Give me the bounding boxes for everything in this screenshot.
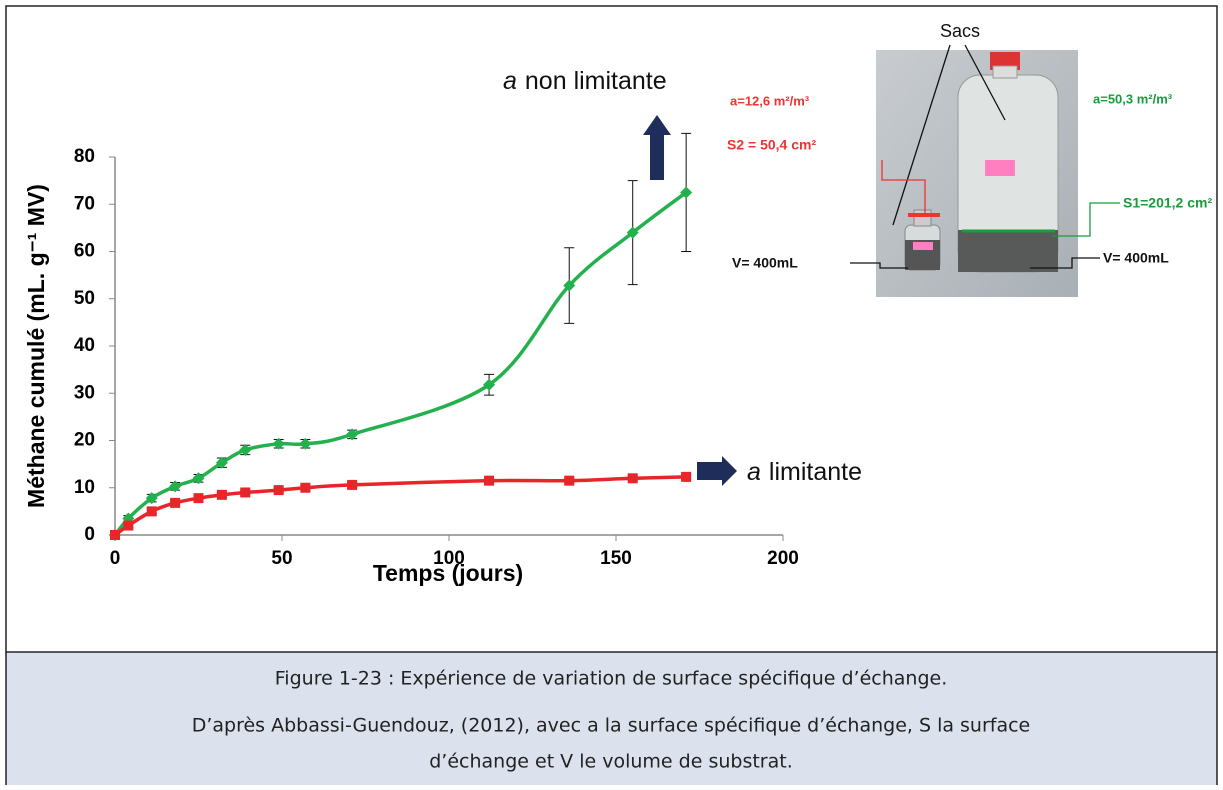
marker xyxy=(239,443,252,456)
annotation-text: limitante xyxy=(769,458,862,486)
marker xyxy=(216,489,227,500)
marker xyxy=(483,378,496,391)
y-tick-label: 30 xyxy=(74,382,95,403)
y-tick-label: 20 xyxy=(74,430,95,451)
inset-label: a=12,6 m²/m³ xyxy=(730,93,810,108)
y-tick-label: 10 xyxy=(74,477,95,498)
marker xyxy=(564,475,575,486)
inset-label: V= 400mL xyxy=(1103,250,1169,266)
y-axis-title: Méthane cumulé (mL. g⁻¹ MV) xyxy=(23,184,49,508)
caption-title: Figure 1-23 : Expérience de variation de… xyxy=(275,668,947,690)
marker xyxy=(110,530,120,540)
marker xyxy=(215,456,228,469)
y-tick-label: 40 xyxy=(74,335,95,356)
marker xyxy=(300,482,311,493)
marker xyxy=(146,506,157,517)
marker xyxy=(123,520,134,531)
marker xyxy=(627,473,638,484)
annotation-italic: a xyxy=(747,458,761,486)
inset-label: S1=201,2 cm² xyxy=(1123,195,1212,211)
y-tick-label: 60 xyxy=(74,241,95,262)
y-tick-label: 50 xyxy=(74,288,95,309)
x-tick-label: 150 xyxy=(600,548,632,569)
annotation: a non limitante xyxy=(503,67,667,95)
marker xyxy=(347,479,358,490)
photo xyxy=(876,50,1078,297)
marker xyxy=(273,485,284,496)
x-axis-title: Temps (jours) xyxy=(373,560,523,586)
series-line xyxy=(113,475,687,537)
marker xyxy=(169,480,182,493)
callouts xyxy=(850,44,1120,269)
frame xyxy=(5,5,1218,653)
inset-label: a=50,3 m²/m³ xyxy=(1093,91,1173,106)
arrow xyxy=(643,115,671,180)
annotation-italic: a xyxy=(503,67,517,95)
y-tick-label: 70 xyxy=(74,193,95,214)
x-tick-label: 100 xyxy=(433,548,465,569)
marker xyxy=(680,186,693,199)
y-tick-label: 0 xyxy=(84,524,95,545)
annotation: a limitante xyxy=(747,458,862,486)
caption-line: D’après Abbassi-Guendouz, (2012), avec a… xyxy=(192,715,1031,737)
marker xyxy=(192,472,205,485)
marker xyxy=(272,437,285,450)
marker xyxy=(170,497,181,508)
marker xyxy=(681,471,692,482)
marker xyxy=(484,475,495,486)
inset-label: Sacs xyxy=(940,21,980,41)
x-tick-label: 200 xyxy=(767,548,799,569)
x-tick-label: 0 xyxy=(110,548,121,569)
marker xyxy=(145,492,158,505)
inset-label: V= 400mL xyxy=(732,255,798,271)
marker xyxy=(346,428,359,441)
inset-label: S2 = 50,4 cm² xyxy=(727,137,816,153)
marker xyxy=(626,226,639,239)
caption-bg xyxy=(6,652,1217,785)
x-tick-label: 50 xyxy=(271,548,292,569)
arrow xyxy=(697,456,737,486)
marker xyxy=(563,279,576,292)
marker xyxy=(299,437,312,450)
marker xyxy=(193,493,204,504)
marker xyxy=(240,487,251,498)
annotation-text: non limitante xyxy=(525,67,667,95)
y-tick-label: 80 xyxy=(74,146,95,167)
caption-line: d’échange et V le volume de substrat. xyxy=(429,751,793,773)
